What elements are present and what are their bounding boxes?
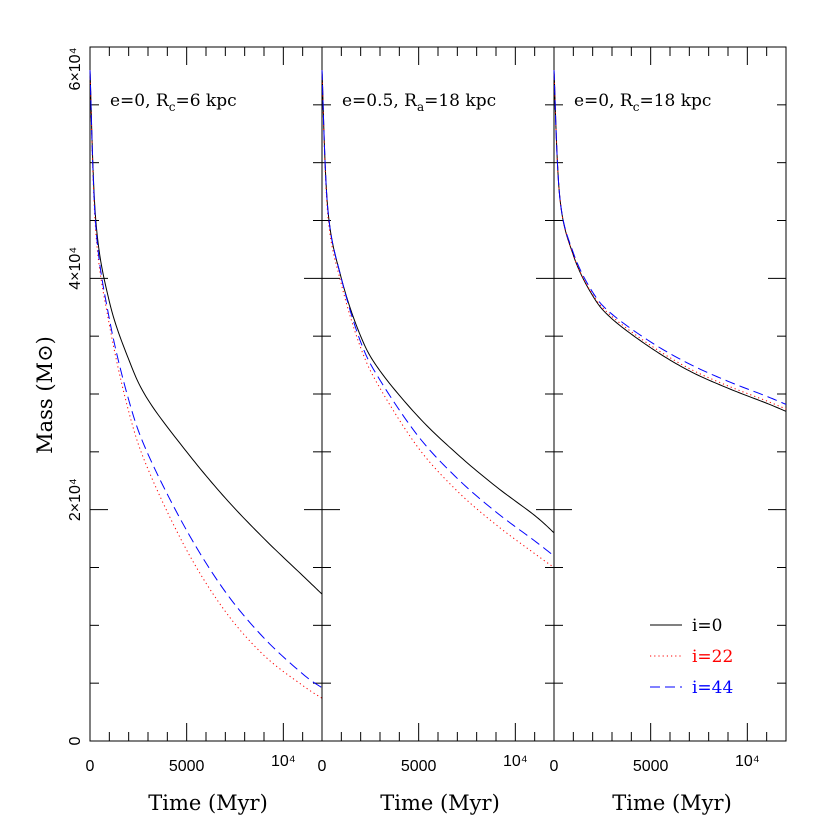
- panel-1: 0 5000 10⁴ Time (Myr) e=0, Rc=6 kpc: [86, 46, 323, 815]
- series-line-i-44: [553, 70, 787, 405]
- x-tick-label: 0: [318, 758, 327, 775]
- panel-2: 0 5000 10⁴ Time (Myr) e=0.5, Ra=18 kpc: [318, 46, 555, 815]
- x-tick-label: 0: [86, 758, 95, 775]
- x-tick-label: 5000: [633, 758, 669, 775]
- y-tick-label: 6×10⁴: [67, 47, 84, 90]
- series-line-i-22: [321, 70, 555, 568]
- series-line-i-44: [321, 70, 555, 557]
- y-axis-label: Mass (M⊙): [33, 336, 57, 454]
- legend-label-i-0: i=0: [692, 616, 723, 636]
- legend-label-i-44: i=44: [692, 678, 733, 698]
- x-tick-label: 0: [550, 758, 559, 775]
- series-line-i-22: [553, 70, 787, 410]
- series-line-i-44: [89, 70, 323, 689]
- panels: 0 5000 10⁴ Time (Myr) e=0, Rc=6 kpc 0 5000 10⁴ T…: [67, 46, 787, 815]
- x-axis-label: Time (Myr): [612, 791, 732, 815]
- series-line-i-22: [89, 70, 323, 699]
- legend-label-i-22: i=22: [692, 647, 733, 667]
- panel-label: e=0, Rc=18 kpc: [574, 91, 711, 114]
- series-line-i-0: [89, 70, 323, 595]
- y-tick-label: 0: [67, 736, 84, 745]
- x-tick-label: 5000: [169, 758, 205, 775]
- panel-frame: [89, 46, 323, 742]
- panel-label: e=0, Rc=6 kpc: [110, 91, 237, 114]
- panel-frame: [553, 46, 787, 742]
- x-tick-label: 5000: [401, 758, 437, 775]
- legend: i=0 i=22 i=44: [650, 616, 733, 698]
- x-axis-label: Time (Myr): [148, 791, 268, 815]
- series-line-i-0: [553, 70, 787, 412]
- x-tick-label: 10⁴: [735, 753, 760, 770]
- y-tick-label: 4×10⁴: [67, 247, 84, 290]
- x-tick-label: 10⁴: [271, 753, 296, 770]
- series-line-i-0: [321, 70, 555, 534]
- y-tick-label: 2×10⁴: [67, 478, 84, 521]
- panel-3: 0 5000 10⁴ Time (Myr) e=0, Rc=18 kpc: [550, 46, 787, 815]
- panel-frame: [321, 46, 555, 742]
- x-tick-label: 10⁴: [503, 753, 528, 770]
- panel-label: e=0.5, Ra=18 kpc: [342, 91, 496, 114]
- x-axis-label: Time (Myr): [380, 791, 500, 815]
